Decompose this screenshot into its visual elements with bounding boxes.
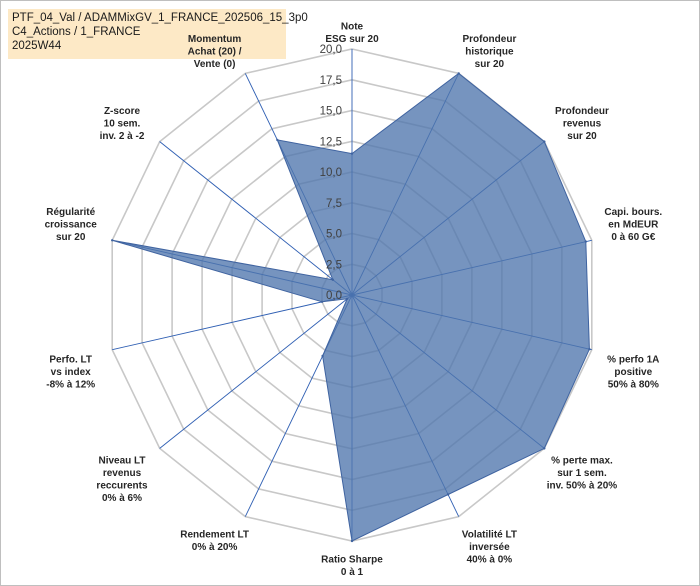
radar-series (111, 72, 591, 543)
axis-label: Niveau LT revenus reccurents 0% à 6% (96, 456, 148, 505)
series-point (350, 152, 354, 155)
radar-tick-labels: 0,0 2,5 5,0 7,5 10,0 12,5 15,0 17,5 20,0 (320, 44, 342, 302)
tick-label: 20,0 (320, 44, 342, 56)
tick-label: 12,5 (320, 136, 342, 148)
series-point (457, 72, 460, 75)
axis-label: Z-score 10 sem. inv. 2 à -2 (100, 106, 145, 142)
axis-label: Note ESG sur 20 (325, 22, 379, 46)
axis-label: % perte max. sur 1 sem. inv. 50% à 20% (547, 456, 618, 492)
series-point (588, 348, 591, 351)
axis-label: Rendement LT 0% à 20% (180, 530, 249, 554)
radar-axis-labels: Note ESG sur 20 Profondeur historique sur 20… (45, 22, 663, 579)
axis-label: Momentum Achat (20) / Vente (0) (188, 34, 242, 70)
series-point (350, 539, 354, 543)
series-point (321, 354, 324, 358)
tick-label: 17,5 (320, 75, 342, 87)
axis-label: Volatilité LT inversée 40% à 0% (462, 530, 517, 566)
axis-label: Capi. bours. en MdEUR 0 à 60 G€ (604, 207, 662, 243)
axis-spoke (112, 294, 353, 351)
series-point (320, 300, 324, 303)
title-line-1: PTF_04_Val / ADAMMixGV_1_FRANCE_202506_1… (12, 12, 308, 24)
axis-label: % perfo 1A positive 50% à 80% (607, 355, 659, 391)
series-point (346, 297, 349, 300)
axis-label: Profondeur revenus sur 20 (555, 106, 609, 142)
tick-label: 2,5 (326, 259, 342, 271)
series-point (276, 138, 279, 142)
axis-label: Régularité croissance sur 20 (45, 207, 98, 243)
series-point (543, 447, 546, 450)
chart-title-box: PTF_04_Val / ADAMMixGV_1_FRANCE_202506_1… (8, 9, 308, 59)
axis-label: Profondeur historique sur 20 (462, 34, 516, 70)
axis-label: Ratio Sharpe 0 à 1 (321, 555, 383, 579)
series-area (112, 72, 590, 542)
series-point (331, 278, 334, 281)
series-point (446, 493, 450, 496)
series-point (584, 240, 587, 243)
title-line-3: 2025W44 (12, 40, 62, 52)
series-point (543, 140, 546, 143)
tick-label: 15,0 (320, 106, 342, 118)
tick-label: 0,0 (326, 290, 342, 302)
axis-label: Perfo. LT vs index -8% à 12% (46, 355, 95, 391)
tick-label: 5,0 (326, 229, 342, 241)
series-point (111, 239, 114, 242)
tick-label: 7,5 (326, 198, 342, 210)
title-line-2: C4_Actions / 1_FRANCE (12, 26, 141, 38)
axis-spoke (159, 294, 353, 449)
tick-label: 10,0 (320, 167, 342, 179)
axis-spoke (159, 141, 353, 296)
